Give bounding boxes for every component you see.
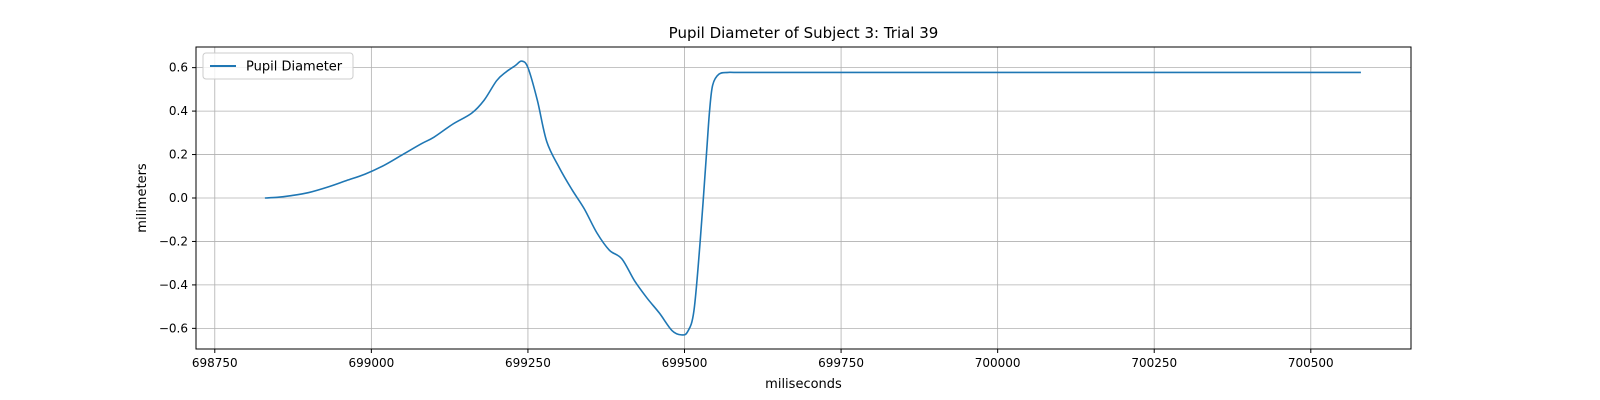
y-tick-label: 0.4 [169,104,188,118]
y-tick-label: 0.2 [169,148,188,162]
x-tick-label: 700250 [1131,356,1177,370]
x-axis: 698750 699000 699250 699500 699750 700000 7002… [192,349,1334,370]
chart-title: Pupil Diameter of Subject 3: Trial 39 [669,24,939,42]
x-tick-label: 699000 [348,356,394,370]
y-tick-label: 0.0 [169,191,188,205]
x-tick-label: 699500 [662,356,708,370]
y-tick-label: −0.4 [159,278,188,292]
grid-lines [196,47,1411,349]
y-axis-label: milimeters [135,163,150,233]
y-tick-label: 0.6 [169,61,188,75]
legend-box [202,52,354,80]
legend: Pupil Diameter [202,52,354,80]
x-tick-label: 698750 [192,356,238,370]
series-line-pupil-diameter [264,60,1361,336]
x-tick-label: 700000 [975,356,1021,370]
y-tick-label: −0.6 [159,321,188,335]
x-tick-label: 700500 [1288,356,1334,370]
x-tick-label: 699250 [505,356,551,370]
y-axis: −0.6 −0.4 −0.2 0.0 0.2 0.4 0.6 [159,61,196,335]
y-tick-label: −0.2 [159,234,188,248]
x-tick-label: 699750 [818,356,864,370]
x-axis-label: miliseconds [765,377,842,392]
legend-label: Pupil Diameter [246,60,343,75]
series-layer [264,60,1361,336]
